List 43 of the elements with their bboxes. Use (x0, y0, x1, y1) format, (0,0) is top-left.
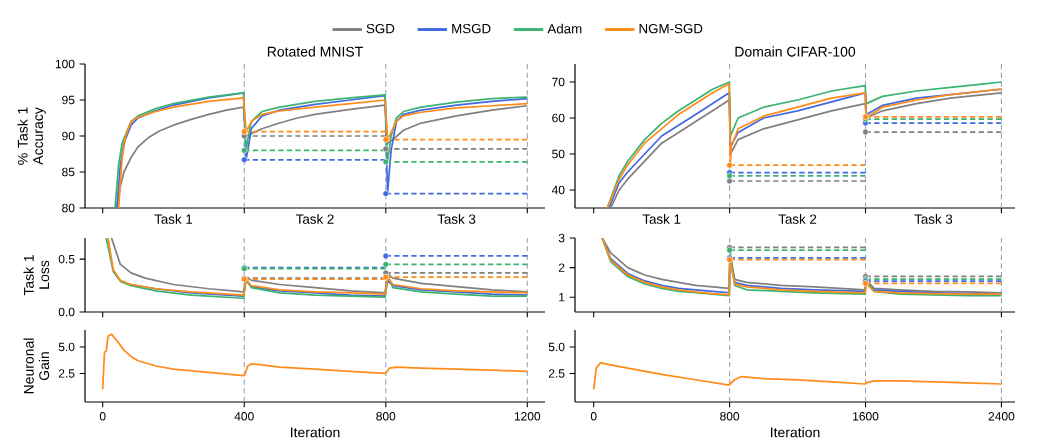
y-tick-label: 100 (55, 59, 75, 69)
text: Task 1 (642, 214, 681, 224)
x-tick-label: 800 (720, 412, 740, 421)
y-tick-label: 2 (558, 263, 565, 272)
y-tick-label: 3 (558, 233, 565, 243)
legend-label: SGD (366, 23, 395, 34)
text: Task 3 (437, 214, 476, 224)
y-tick-label: 2.5 (58, 369, 75, 378)
y-tick-label: 50 (552, 149, 565, 159)
x-tick-label: 0 (590, 412, 597, 421)
y-tick-label: 85 (62, 167, 75, 177)
x-tick-label: 0 (99, 412, 106, 421)
legend-label: NGM-SGD (639, 23, 703, 34)
x-tick-label: 1200 (514, 412, 541, 421)
text: Task 3 (914, 214, 953, 224)
y-tick-label: 2.5 (548, 369, 565, 378)
text: Task 2 (778, 214, 817, 224)
y-tick-label: 0.5 (58, 254, 75, 264)
legend-label: MSGD (452, 23, 491, 34)
y-tick-label: 0.0 (58, 307, 75, 317)
y-axis-title: % Task 1 Accuracy (17, 107, 46, 165)
chart-title: Domain CIFAR-100 (735, 46, 856, 57)
y-tick-label: 80 (62, 203, 75, 213)
y-tick-label: 5.0 (548, 342, 565, 352)
y-tick-label: 95 (62, 95, 75, 105)
x-axis-title: Iteration (291, 427, 340, 438)
y-tick-label: 90 (62, 131, 75, 141)
text: Task 2 (296, 214, 334, 224)
y-tick-label: 60 (552, 113, 565, 123)
y-axis-title: Neuronal Gain (23, 338, 50, 394)
y-tick-label: 1 (559, 293, 565, 302)
legend-label: Adam (547, 23, 582, 34)
x-tick-label: 400 (234, 412, 254, 421)
y-tick-label: 40 (551, 185, 565, 195)
y-tick-label: 70 (552, 77, 565, 87)
x-tick-label: 800 (376, 412, 396, 421)
chart-title: Rotated MNIST (267, 46, 363, 57)
text: Task 1 (154, 214, 193, 224)
x-tick-label: 1600 (853, 412, 879, 421)
x-tick-label: 2400 (988, 412, 1015, 421)
x-axis-title: Iteration (771, 427, 820, 438)
y-axis-title: Task 1 Loss (23, 255, 50, 296)
y-tick-label: 5.0 (58, 342, 75, 352)
